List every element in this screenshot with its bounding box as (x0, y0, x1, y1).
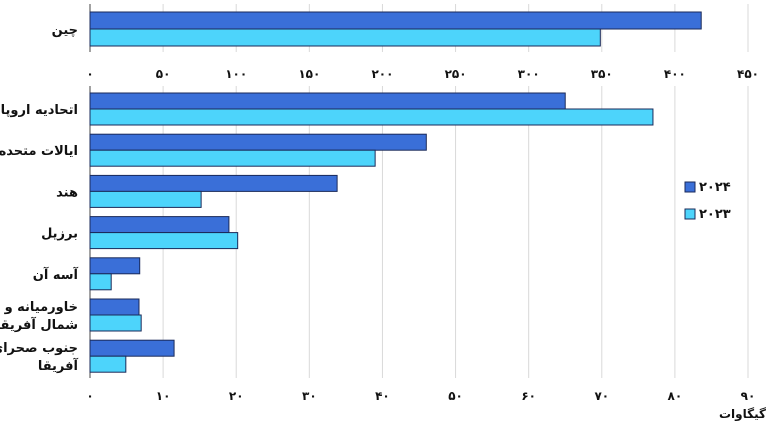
category-label: خاورمیانه و (4, 300, 78, 315)
x-tick-label: ۳۰۰ (518, 67, 540, 81)
top-panel-bars (89, 11, 702, 47)
x-tick-label: ۱۰ (156, 389, 171, 403)
bar-2024 (89, 339, 175, 357)
bar-2023 (89, 28, 601, 47)
x-tick-label: ۷۰ (594, 389, 609, 403)
x-tick-label: ۲۰ (229, 389, 244, 403)
legend-label-2024: ۲۰۲۴ (699, 180, 731, 195)
bar-2024 (89, 174, 338, 192)
x-tick-label: ۱۵۰ (298, 67, 320, 81)
x-tick-label: ۶۰ (521, 389, 536, 403)
legend-label-2023: ۲۰۲۳ (699, 207, 731, 222)
x-tick-label: ۲۰۰ (371, 67, 393, 81)
bar-2023 (89, 190, 202, 208)
x-tick-label: ۳۰ (302, 389, 317, 403)
x-tick-label: ۳۵۰ (591, 67, 613, 81)
bar-2023 (89, 273, 112, 291)
x-tick-label: ۸۰ (668, 389, 683, 403)
category-label: آفریقا (38, 357, 79, 374)
bottom-panel-bars (89, 92, 654, 373)
bar-2023 (89, 108, 654, 126)
bar-2023 (89, 149, 376, 167)
x-tick-label: ۱۰۰ (225, 67, 247, 81)
x-axis-unit-label: گیگاوات (719, 407, 766, 422)
bottom-panel-tick-labels: ۰ ۱۰ ۲۰ ۳۰ ۴۰ ۵۰ ۶۰ ۷۰ ۸۰ ۹۰ (86, 389, 755, 403)
bar-2024 (89, 216, 230, 234)
bar-2023 (89, 355, 127, 373)
category-label: جنوب صحرای (0, 341, 78, 356)
bar-2024 (89, 92, 566, 110)
top-panel-tick-labels: ۰ ۵۰ ۱۰۰ ۱۵۰ ۲۰۰ ۲۵۰ ۳۰۰ ۳۵۰ ۴۰۰ ۴۵۰ (86, 67, 759, 81)
category-label: چین (52, 23, 78, 38)
x-tick-label: ۴۰ (375, 389, 390, 403)
category-label: ایالات متحده (0, 144, 78, 159)
x-tick-label: ۴۵۰ (737, 67, 759, 81)
bar-2023 (89, 314, 142, 332)
bar-2023 (89, 232, 239, 250)
x-tick-label: ۴۰۰ (664, 67, 686, 81)
category-label: برزیل (41, 227, 78, 242)
category-label: شمال آفریقا (0, 316, 78, 333)
bottom-panel-category-labels: اتحادیه اروپا ایالات متحده هند برزیل آسه آن خ… (0, 103, 79, 374)
top-panel-category-labels: چین (52, 23, 78, 38)
x-tick-label: ۰ (86, 389, 93, 403)
category-label: اتحادیه اروپا (1, 103, 78, 118)
x-tick-label: ۲۵۰ (445, 67, 467, 81)
bar-2024 (89, 257, 141, 275)
legend: ۲۰۲۴ ۲۰۲۳ (684, 180, 731, 222)
x-tick-label: ۹۰ (741, 389, 756, 403)
x-tick-label: ۵۰ (448, 389, 463, 403)
legend-swatch-2024 (684, 181, 696, 193)
x-tick-label: ۵۰ (156, 67, 171, 81)
bar-2024 (89, 298, 140, 316)
bar-2024 (89, 133, 427, 151)
legend-swatch-2023 (684, 208, 696, 220)
x-tick-label: ۰ (86, 67, 93, 81)
category-label: آسه آن (33, 266, 79, 283)
category-label: هند (56, 185, 78, 200)
bar-2024 (89, 11, 702, 30)
